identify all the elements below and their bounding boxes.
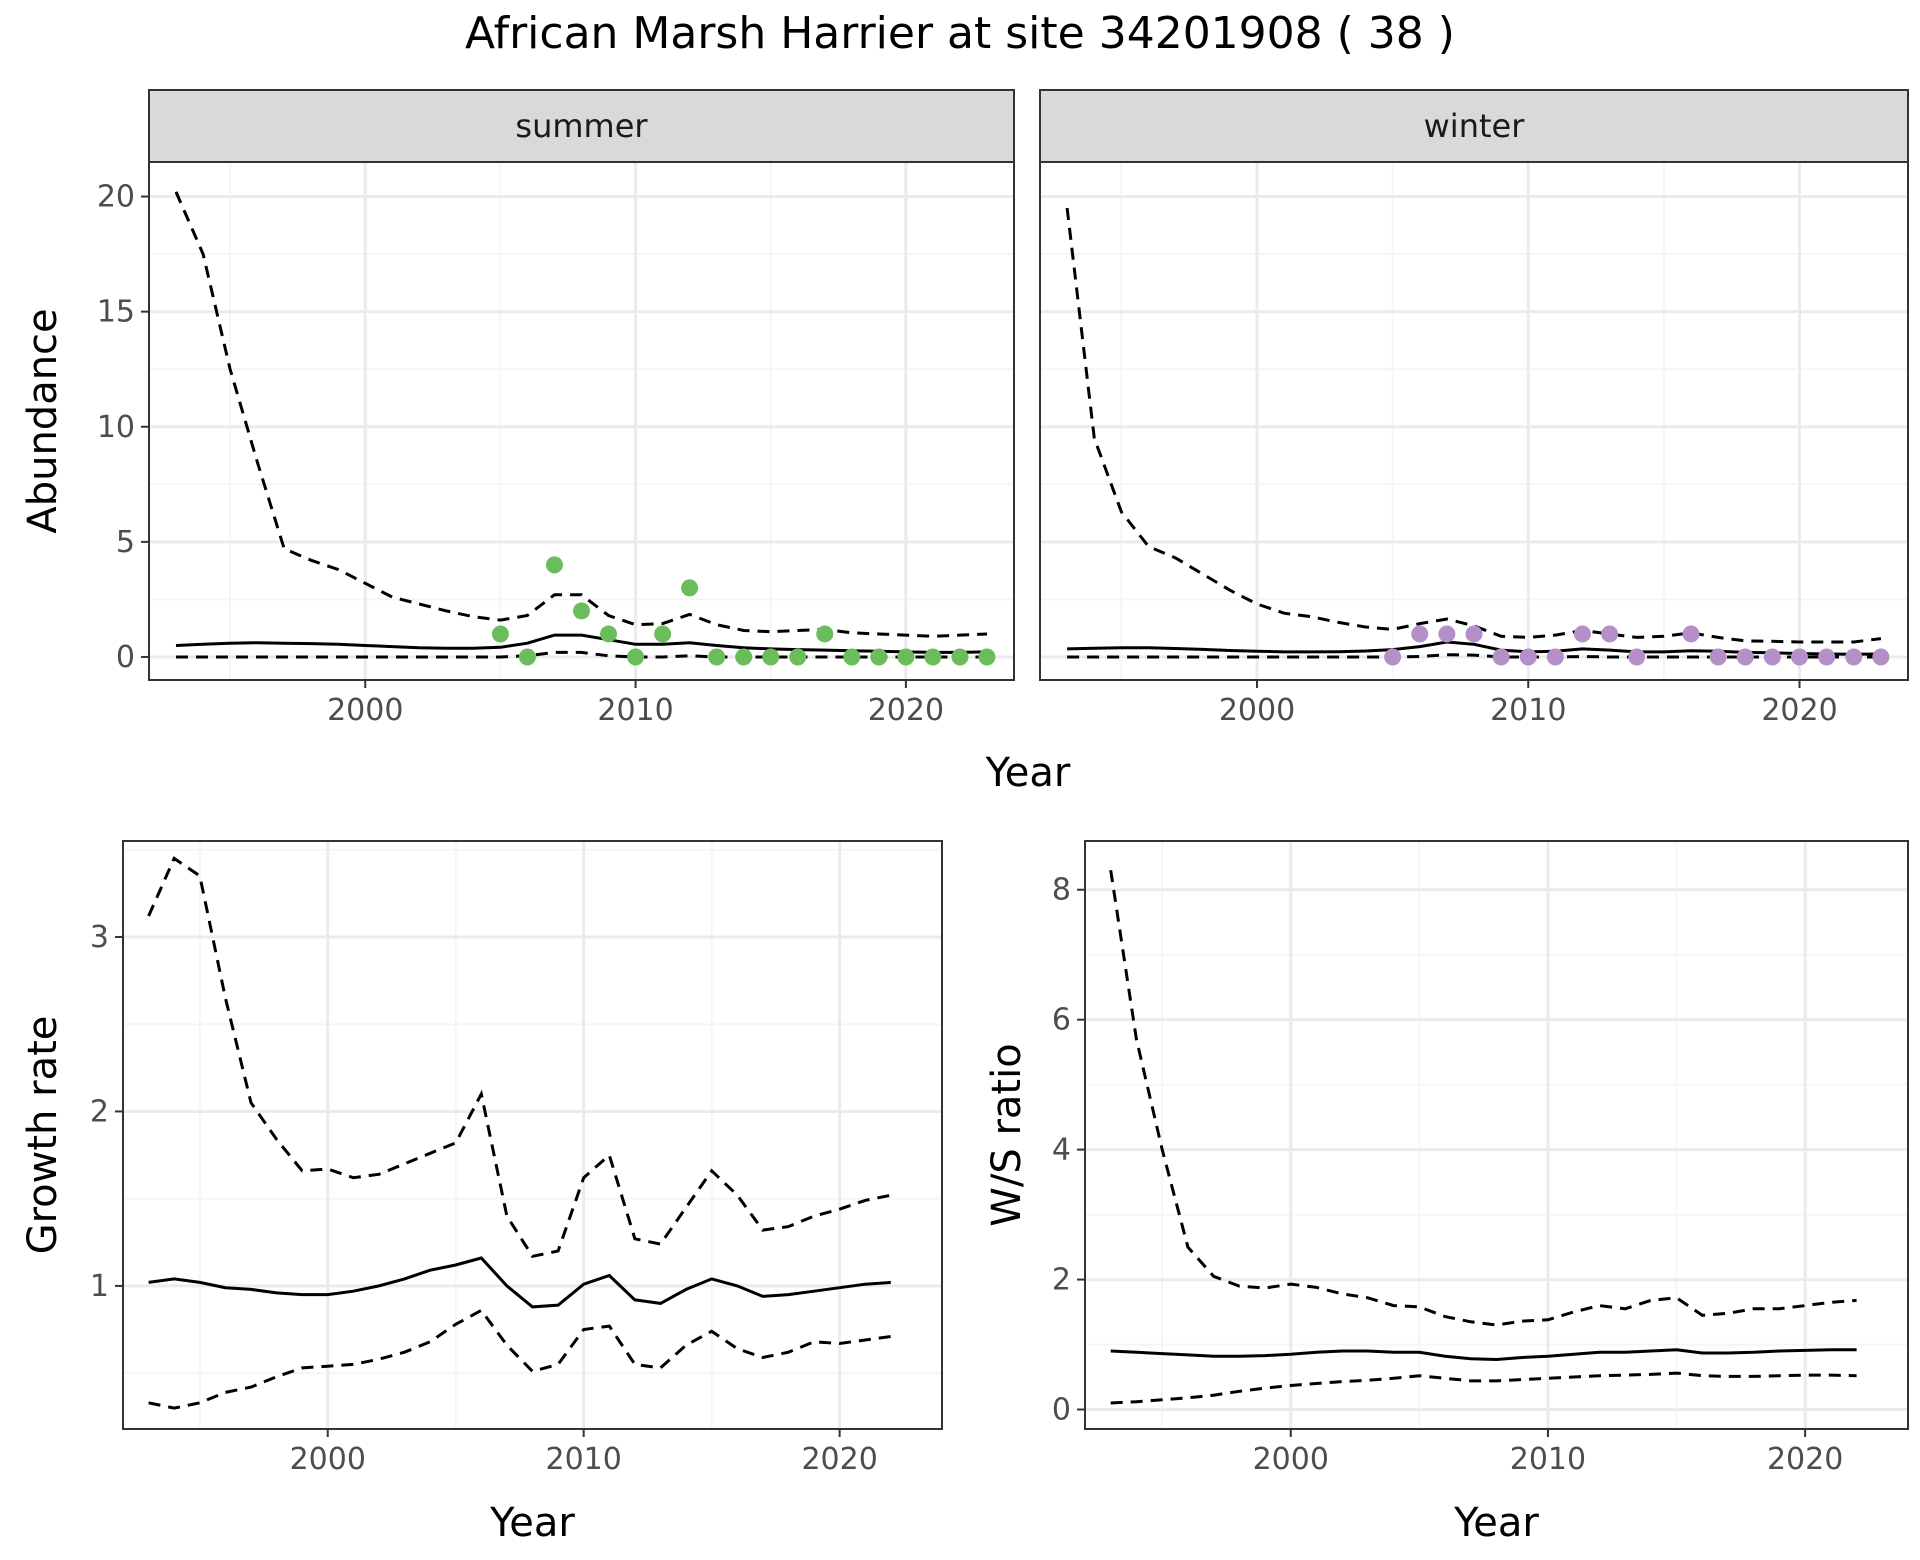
abundance-summer-strip [148,89,1015,163]
abundance-summer-observation-point [491,625,509,643]
growth-x-axis-title: Year [489,1500,575,1546]
abundance-winter-observation-point [1492,648,1510,666]
ratio-y-tick-label: 2 [1052,1263,1071,1298]
abundance-winter-observation-point [1411,625,1429,643]
abundance-summer-observation-point [735,648,753,666]
ratio-mean-line [1110,1348,1857,1362]
abundance-winter-observation-point [1546,648,1564,666]
abundance-winter-observation-point [1465,625,1483,643]
abundance-x-axis-title: Year [985,750,1071,796]
abundance-winter-lower-line [1067,653,1881,659]
abundance-summer-panel [148,161,1015,681]
growth-y-tick-label: 1 [90,1269,109,1304]
abundance-winter-upper-line [1065,207,1882,644]
abundance-summer-y-tick-label: 20 [97,180,135,215]
abundance-summer-observation-point [627,648,645,666]
abundance-winter-observation-point [1872,648,1890,666]
growth-y-tick-label: 3 [90,920,109,955]
ratio-y-tick-label: 6 [1052,1003,1071,1038]
abundance-summer-y-tick-label: 5 [116,525,135,560]
abundance-summer-observation-point [897,648,915,666]
abundance-winter-observation-point [1519,648,1537,666]
abundance-summer-panel-border [148,161,1015,681]
abundance-summer-observation-point [843,648,861,666]
abundance-winter-observation-point [1601,625,1619,643]
abundance-winter-strip-label: winter [1424,107,1526,145]
abundance-winter-observation-point [1574,625,1591,643]
growth-panel [122,840,943,1430]
ratio-lower-line [1110,1371,1857,1405]
abundance-winter-panel-border [1039,161,1909,681]
abundance-winter-observation-point [1438,625,1456,643]
abundance-summer-observation-point [816,625,834,643]
abundance-summer-mean-line [175,633,988,654]
abundance-summer-lower-line [176,650,987,659]
growth-upper-line [147,856,892,1258]
growth-y-axis-title: Growth rate [20,1016,66,1255]
ratio-upper-line [1109,869,1857,1327]
abundance-winter-observation-point [1384,648,1402,666]
abundance-winter-strip [1039,89,1909,163]
abundance-summer-observation-point [951,648,969,666]
ratio-y-tick-label: 4 [1052,1133,1071,1168]
abundance-summer-observation-point [681,579,699,597]
abundance-summer-observation-point [762,648,780,666]
abundance-winter-mean-line [1067,640,1881,656]
ratio-y-tick-label: 0 [1052,1393,1071,1428]
abundance-summer-observation-point [870,648,888,666]
growth-panel-border [122,840,943,1430]
growth-x-tick-label: 2010 [546,1442,622,1477]
abundance-summer-observation-point [654,625,672,643]
abundance-winter-x-tick-label: 2020 [1761,693,1837,728]
abundance-summer-y-tick-label: 15 [97,295,135,330]
abundance-summer-strip-label: summer [515,107,648,145]
abundance-summer-observation-point [545,556,563,574]
growth-x-tick-label: 2000 [290,1442,366,1477]
abundance-winter-panel [1039,161,1909,681]
abundance-winter-observation-point [1845,648,1863,666]
abundance-winter-observation-point [1763,648,1781,666]
ratio-panel-border [1084,840,1909,1430]
abundance-summer-observation-point [600,625,618,643]
abundance-summer-x-tick-label: 2020 [868,693,944,728]
growth-y-tick-label: 2 [90,1094,109,1129]
ratio-y-tick-label: 8 [1052,873,1071,908]
abundance-summer-y-tick-label: 0 [116,640,135,675]
ratio-x-tick-label: 2010 [1510,1442,1586,1477]
abundance-winter-observation-point [1682,625,1700,643]
abundance-summer-observation-point [518,648,536,666]
ratio-x-tick-label: 2020 [1767,1442,1843,1477]
ratio-panel [1084,840,1909,1430]
abundance-summer-observation-point [573,602,590,620]
abundance-winter-x-tick-label: 2000 [1219,693,1295,728]
abundance-summer-y-tick-label: 10 [97,410,135,445]
abundance-winter-observation-point [1709,648,1727,666]
abundance-winter-observation-point [1818,648,1836,666]
abundance-summer-x-tick-label: 2000 [327,693,403,728]
abundance-y-axis-title: Abundance [20,308,66,533]
growth-mean-line [148,1256,891,1309]
ratio-y-axis-title: W/S ratio [984,1043,1030,1226]
abundance-winter-observation-point [1736,648,1754,666]
abundance-winter-x-tick-label: 2010 [1490,693,1566,728]
abundance-summer-observation-point [978,648,996,666]
ratio-x-axis-title: Year [1453,1500,1539,1546]
abundance-summer-observation-point [924,648,942,666]
abundance-winter-observation-point [1791,648,1808,666]
abundance-winter-observation-point [1628,648,1646,666]
growth-x-tick-label: 2020 [801,1442,877,1477]
abundance-summer-upper-line [174,191,988,638]
abundance-summer-observation-point [789,648,807,666]
growth-lower-line [148,1308,892,1410]
abundance-summer-observation-point [708,648,726,666]
main-title: African Marsh Harrier at site 34201908 (… [465,8,1455,59]
ratio-x-tick-label: 2000 [1253,1442,1329,1477]
abundance-summer-x-tick-label: 2010 [597,693,673,728]
